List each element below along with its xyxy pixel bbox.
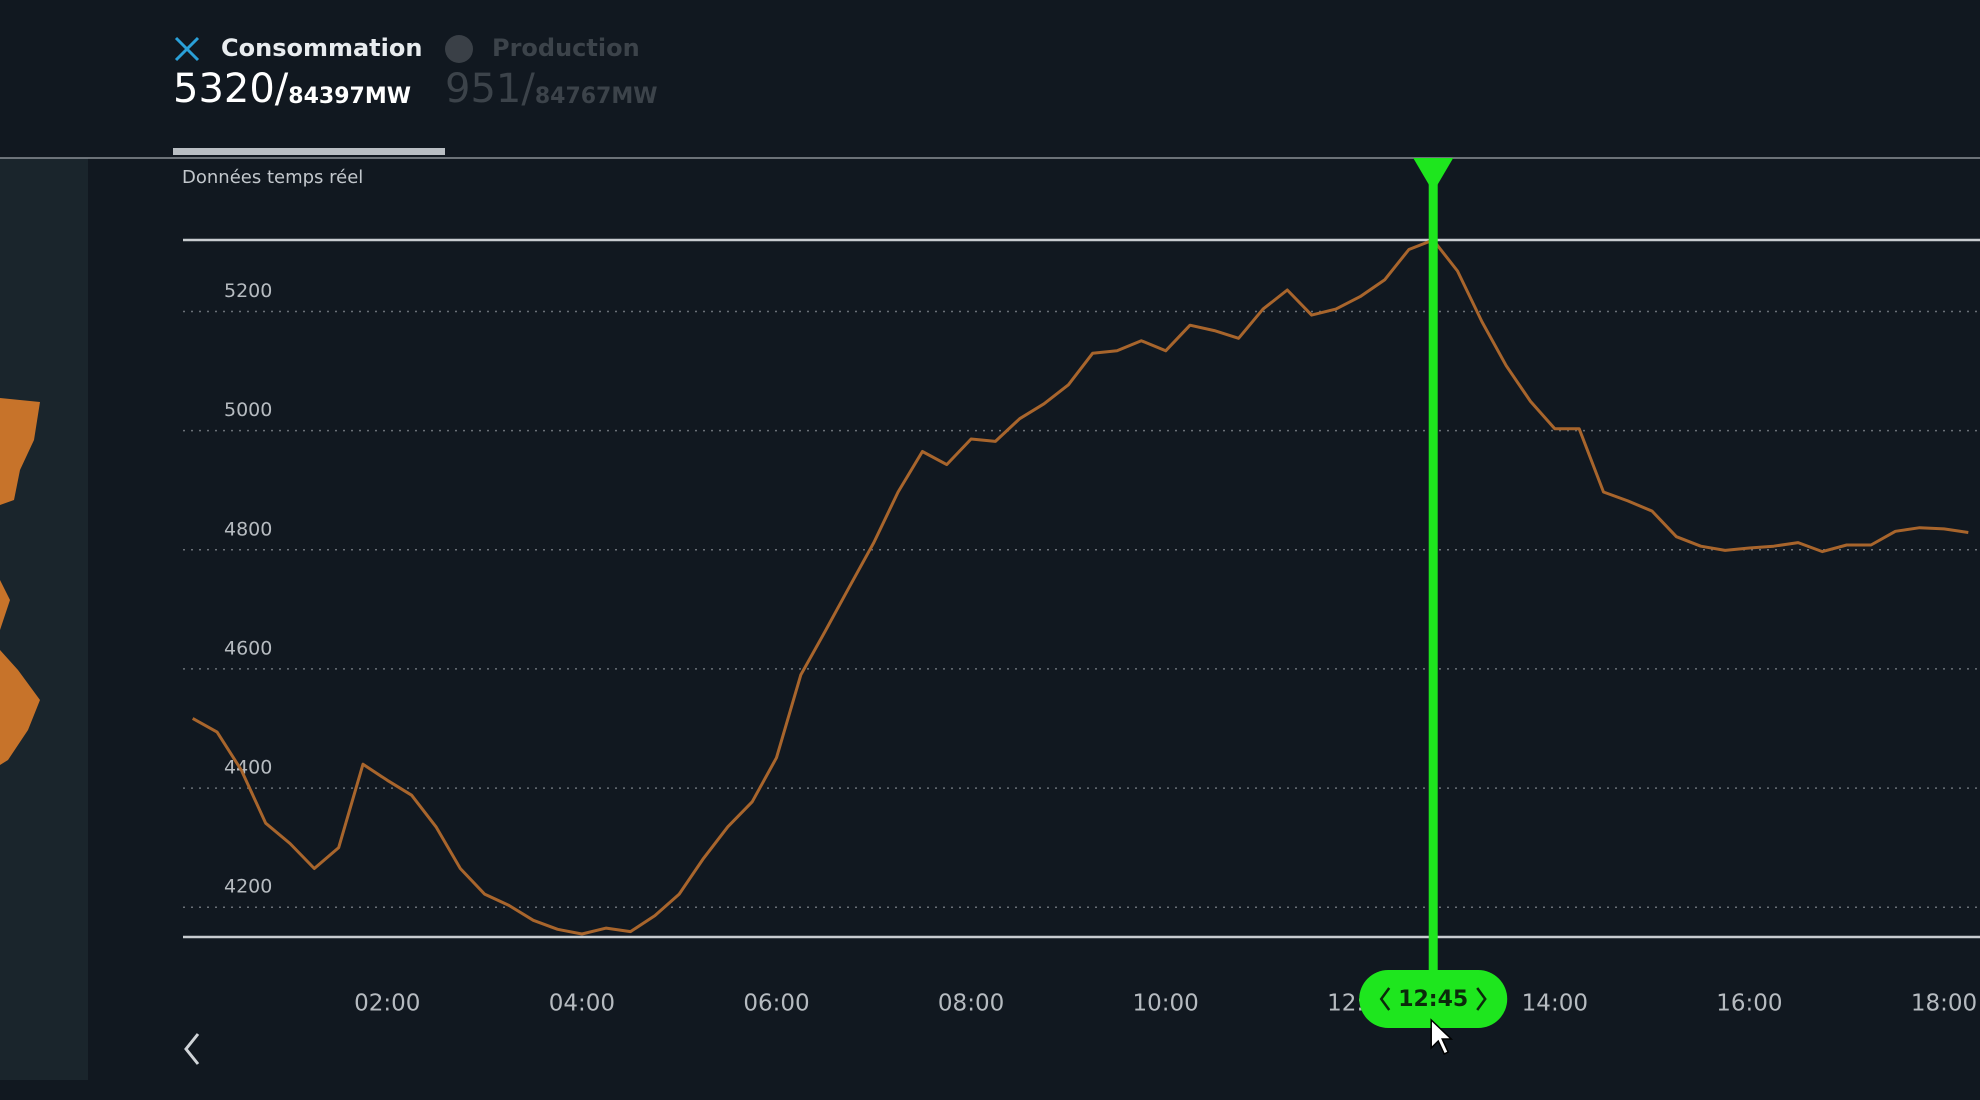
map xyxy=(0,398,40,765)
tab-total: 84397MW xyxy=(288,84,411,109)
y-tick-label: 4200 xyxy=(224,876,272,898)
tab-value-main: 951/ xyxy=(445,66,535,112)
y-tick-label: 4600 xyxy=(224,637,272,659)
data-line xyxy=(191,238,1969,936)
tab-underline xyxy=(173,148,445,155)
tab-value: 5320/84397MW xyxy=(173,66,411,112)
x-tick-label: 18:00 xyxy=(1911,991,1977,1017)
tab-value: 951/84767MW xyxy=(445,66,658,112)
y-tick-label: 5000 xyxy=(224,399,272,421)
time-cursor[interactable]: 12:45 xyxy=(1359,158,1508,1028)
tab-name: Consommation xyxy=(221,34,422,62)
x-tick-label: 02:00 xyxy=(354,991,420,1017)
x-tick-label: 06:00 xyxy=(743,991,809,1017)
y-tick-label: 4800 xyxy=(224,518,272,540)
y-tick-label: 5200 xyxy=(224,280,272,302)
tab[interactable]: Consommation 5320/84397MW xyxy=(173,34,445,155)
tab-name: Production xyxy=(492,34,640,62)
cursor-handle xyxy=(1413,158,1454,192)
mouse-pointer xyxy=(1430,1018,1454,1056)
tab[interactable]: Production 951/84767MW xyxy=(445,34,658,112)
tab-icon xyxy=(445,35,473,63)
x-tick-label: 08:00 xyxy=(938,991,1004,1017)
tab-total: 84767MW xyxy=(535,84,658,109)
x-tick-label: 16:00 xyxy=(1716,991,1782,1017)
y-tick-label: 4400 xyxy=(224,757,272,779)
tab-icon xyxy=(174,36,200,62)
cursor-label: 12:45 xyxy=(1398,987,1468,1012)
x-tick-label: 04:00 xyxy=(549,991,615,1017)
side-panel xyxy=(0,158,88,1080)
panel-label: Données temps réel xyxy=(182,167,363,188)
tab-value-main: 5320/ xyxy=(173,66,289,112)
back-button[interactable] xyxy=(184,1033,200,1065)
x-tick-label: 14:00 xyxy=(1522,991,1588,1017)
x-tick-label: 10:00 xyxy=(1133,991,1199,1017)
plot: 4200 4400 4600 4800 5000 5200 02:00 04:00 06:00 0… xyxy=(183,158,1980,1056)
cursor-badge xyxy=(1359,970,1508,1028)
cursor-arrows xyxy=(1379,987,1487,1011)
